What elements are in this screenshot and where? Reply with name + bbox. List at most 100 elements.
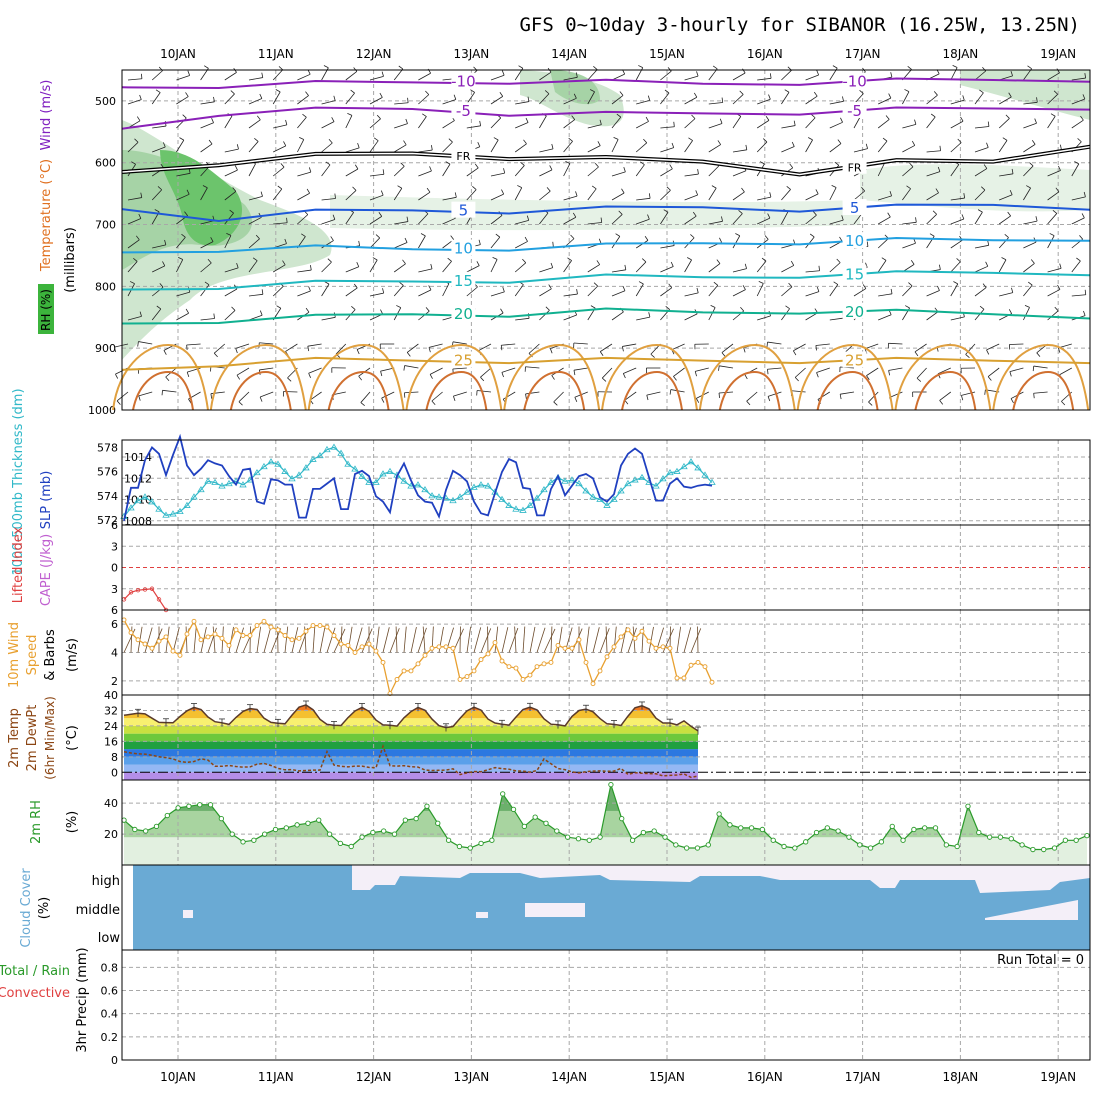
wind-barb-flag: [767, 396, 771, 402]
wind-barb-flag: [140, 73, 143, 79]
wind-barb: [442, 283, 450, 297]
wind-barb-flag: [914, 119, 917, 125]
rh2m-point: [305, 820, 311, 826]
wind-barb: [611, 192, 625, 201]
precip-panel: 0 0.2 0.4 0.6 0.8 Run Total = 0 Total / Rain Co…: [0, 947, 1090, 1067]
thickness-point: [330, 443, 338, 450]
wind-barb: [829, 284, 839, 297]
wind-barb-flag: [786, 185, 791, 190]
wind-barb-flag: [323, 65, 329, 69]
wind-barb-flag: [552, 241, 554, 247]
thickness-point: [141, 493, 149, 500]
wind-barb-flag: [230, 90, 235, 95]
wind-barb-flag: [933, 91, 938, 96]
wind-barb-flag: [929, 233, 935, 237]
wind-barb: [235, 343, 250, 349]
wind10-point: [310, 623, 316, 629]
thickness-point: [414, 481, 422, 488]
wind-barb-flag: [429, 374, 433, 379]
rh2m-point: [218, 815, 225, 822]
wind-barb-flag: [260, 191, 263, 197]
wind-barb-flag: [347, 112, 353, 116]
wind-barb: [611, 116, 622, 129]
wind-barb-flag: [277, 185, 283, 190]
wind-barb-flag: [935, 188, 939, 194]
wind-barb-flag: [480, 376, 485, 382]
wind-barb-flag: [352, 186, 357, 191]
wind-barb: [404, 391, 419, 394]
wind-barb-flag: [178, 257, 183, 260]
thickness-point: [477, 481, 485, 488]
wind-barb-flag: [379, 92, 383, 98]
panel-ylabel: Lifted Index: [11, 526, 26, 603]
wind-barb: [176, 259, 184, 273]
wind-barb-flag: [765, 116, 770, 121]
wind10-point: [541, 661, 547, 667]
thickness-point: [309, 455, 317, 462]
wind-barb-flag: [139, 311, 142, 317]
wind-barb: [127, 197, 142, 201]
thickness-point: [190, 493, 198, 500]
wind-barb-flag: [380, 309, 384, 315]
wind-barb-flag: [453, 395, 456, 401]
wind-barb-flag: [179, 137, 185, 141]
rh2m-point: [694, 845, 701, 851]
wind-barb: [950, 239, 963, 249]
wind-barb: [259, 367, 274, 371]
wind-barb-flag: [399, 281, 404, 286]
wind-barb-flag: [640, 161, 645, 166]
wind-barb: [877, 238, 889, 249]
wind-barb-flag: [1002, 137, 1008, 141]
wind-barb-flag: [308, 167, 312, 173]
rh2m-point: [381, 828, 387, 834]
tick-label: 6: [111, 618, 118, 631]
wind-barb-flag: [1009, 371, 1012, 377]
wind-barb: [345, 92, 355, 105]
wind-barb: [587, 285, 598, 297]
wind-barb-flag: [276, 305, 282, 309]
top-date-label: 13JAN: [454, 47, 490, 61]
wind-barb-flag: [549, 348, 553, 354]
wind-barb: [380, 367, 395, 372]
wind-barb-flag: [905, 305, 910, 309]
wind10-point: [562, 645, 568, 651]
wind-barb-flag: [638, 65, 643, 68]
wind-barb: [127, 99, 142, 105]
wind-barb-flag: [1059, 263, 1062, 269]
wind10-barb: [144, 627, 153, 653]
wind-barb-flag: [589, 89, 595, 93]
isotherm-label: -10: [842, 73, 867, 91]
wind-barb-flag: [602, 377, 607, 382]
wind-barb: [490, 193, 504, 201]
wind-barb: [200, 262, 212, 273]
wind-barb: [224, 93, 235, 105]
wind-barb-flag: [380, 190, 384, 196]
wind-barb: [864, 343, 879, 350]
wind-barb: [660, 168, 673, 177]
wind-barb: [1071, 196, 1086, 201]
bottom-date-label: 11JAN: [258, 1070, 294, 1084]
lifted-index-line: [123, 588, 167, 611]
isotherm-line: [121, 203, 1091, 223]
wind-barb: [297, 73, 311, 81]
wind-barb: [501, 343, 516, 346]
wind-barb: [176, 139, 185, 153]
wind-barb-flag: [930, 113, 936, 118]
wind-barb: [781, 211, 789, 225]
rh2m-point: [889, 823, 895, 830]
wind-barb: [393, 285, 404, 297]
wind-barb: [442, 196, 457, 201]
wind-barb: [176, 96, 189, 105]
rh2m-point: [424, 803, 430, 809]
wind-barb: [926, 192, 939, 201]
rh-legend-swatch: [38, 284, 54, 334]
panel-ylabel: Wind (m/s): [39, 80, 54, 151]
warm-contour: [992, 343, 1090, 411]
rh2m-point: [164, 812, 170, 819]
wind-barb-flag: [400, 162, 405, 167]
thickness-point: [575, 479, 583, 487]
wind-barb: [888, 342, 903, 345]
wind-barb: [248, 217, 262, 225]
wind-barb: [248, 119, 261, 129]
wind-barb-flag: [721, 216, 723, 222]
